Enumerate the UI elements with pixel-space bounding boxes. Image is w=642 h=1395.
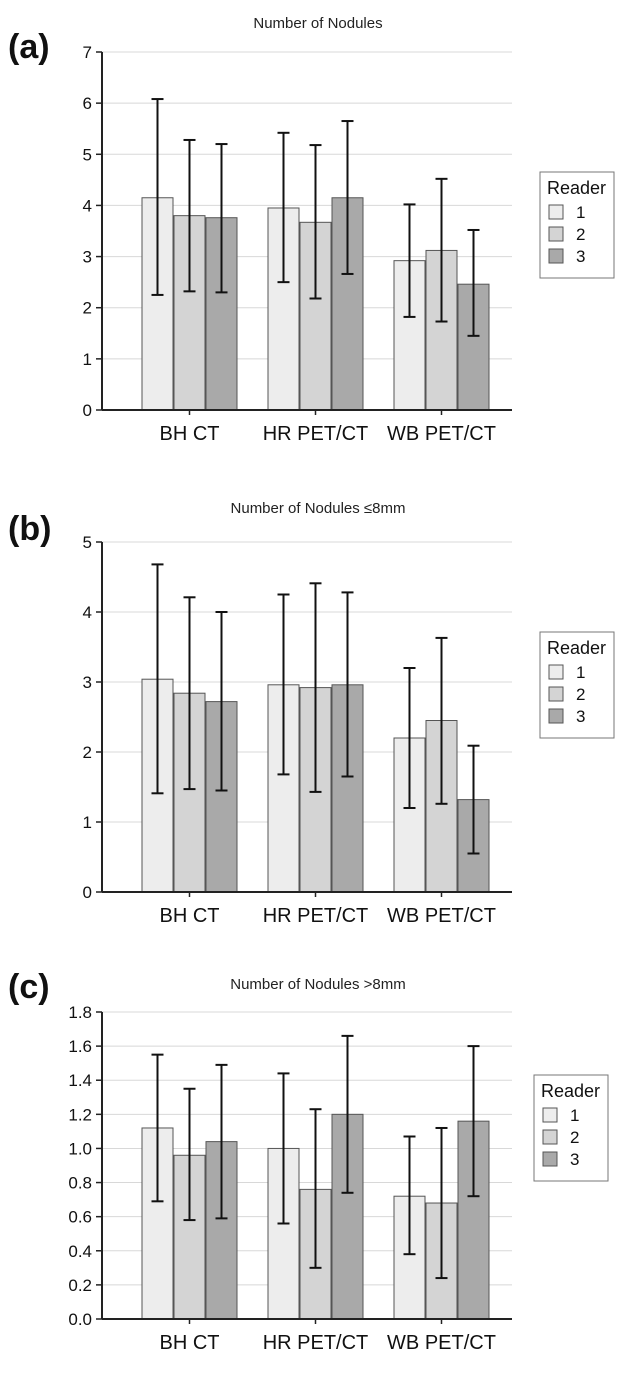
- y-tick-label: 1.0: [68, 1139, 92, 1158]
- panel-label: (a): [8, 28, 50, 66]
- y-tick-label: 1.2: [68, 1105, 92, 1124]
- y-tick-label: 7: [83, 43, 92, 62]
- y-tick-label: 4: [83, 196, 92, 215]
- chart-svg: (a) Number of Nodules 0 1 2 3 4 5 6 7 BH CT HR PET/…: [8, 15, 615, 445]
- legend-item-label: 2: [570, 1128, 579, 1147]
- legend-swatch: [548, 664, 564, 680]
- y-tick-label: 2: [83, 299, 92, 318]
- chart-title: Number of Nodules >8mm: [230, 976, 406, 993]
- chart-panel-c: (c) Number of Nodules >8mm 0.0 0.2 0.4 0.6 0.8…: [0, 930, 642, 1390]
- legend-swatch: [542, 1129, 558, 1145]
- legend-title: Reader: [547, 178, 606, 198]
- x-tick-label: HR PET/CT: [263, 905, 369, 927]
- chart-svg: (b) Number of Nodules ≤8mm 0 1 2 3 4 5 BH CT HR P…: [8, 500, 615, 927]
- chart-title: Number of Nodules ≤8mm: [231, 500, 406, 517]
- legend-item-label: 3: [576, 707, 585, 726]
- x-tick-label: BH CT: [160, 423, 220, 445]
- x-tick-label: BH CT: [160, 905, 220, 927]
- legend-item-label: 3: [576, 247, 585, 266]
- y-tick-label: 1: [83, 813, 92, 832]
- legend-item-label: 1: [576, 203, 585, 222]
- legend-item-label: 3: [570, 1150, 579, 1169]
- y-tick-label: 0: [83, 401, 92, 420]
- y-tick-label: 1.4: [68, 1071, 92, 1090]
- chart-panel-a: (a) Number of Nodules 0 1 2 3 4 5 6 7 BH CT HR PET/…: [0, 0, 642, 462]
- chart-title: Number of Nodules: [253, 15, 382, 32]
- y-tick-label: 5: [83, 533, 92, 552]
- legend-swatch: [548, 204, 564, 220]
- legend: Reader 1 2 3: [539, 171, 615, 279]
- y-tick-label: 3: [83, 673, 92, 692]
- x-tick-label: HR PET/CT: [263, 1332, 369, 1354]
- y-tick-label: 0: [83, 883, 92, 902]
- y-tick-label: 0.6: [68, 1208, 92, 1227]
- bar-wb-pet-ct-reader-1: [393, 737, 426, 893]
- legend-title: Reader: [547, 638, 606, 658]
- legend: Reader 1 2 3: [539, 631, 615, 739]
- panel-label: (b): [8, 510, 51, 548]
- x-tick-label: WB PET/CT: [387, 1332, 496, 1354]
- chart-panel-b: (b) Number of Nodules ≤8mm 0 1 2 3 4 5 BH CT HR P…: [0, 462, 642, 930]
- legend-swatch: [548, 248, 564, 264]
- x-tick-label: WB PET/CT: [387, 905, 496, 927]
- y-tick-label: 1.6: [68, 1037, 92, 1056]
- legend-swatch: [548, 686, 564, 702]
- legend-item-label: 2: [576, 225, 585, 244]
- y-tick-label: 0.0: [68, 1310, 92, 1329]
- legend-swatch: [548, 708, 564, 724]
- legend-item-label: 2: [576, 685, 585, 704]
- y-tick-label: 5: [83, 145, 92, 164]
- chart-svg: (c) Number of Nodules >8mm 0.0 0.2 0.4 0.6 0.8…: [8, 968, 609, 1354]
- y-tick-label: 4: [83, 603, 92, 622]
- x-tick-label: BH CT: [160, 1332, 220, 1354]
- legend-item-label: 1: [570, 1106, 579, 1125]
- y-tick-label: 0.4: [68, 1242, 92, 1261]
- legend: Reader 1 2 3: [533, 1074, 609, 1182]
- legend-item-label: 1: [576, 663, 585, 682]
- legend-swatch: [548, 226, 564, 242]
- legend-swatch: [542, 1151, 558, 1167]
- x-tick-label: HR PET/CT: [263, 423, 369, 445]
- x-tick-label: WB PET/CT: [387, 423, 496, 445]
- y-tick-label: 6: [83, 94, 92, 113]
- y-tick-label: 1.8: [68, 1003, 92, 1022]
- y-tick-label: 0.8: [68, 1174, 92, 1193]
- y-tick-label: 0.2: [68, 1276, 92, 1295]
- legend-swatch: [542, 1107, 558, 1123]
- panel-label: (c): [8, 968, 50, 1006]
- y-tick-label: 3: [83, 248, 92, 267]
- y-tick-label: 2: [83, 743, 92, 762]
- y-tick-label: 1: [83, 350, 92, 369]
- legend-title: Reader: [541, 1081, 600, 1101]
